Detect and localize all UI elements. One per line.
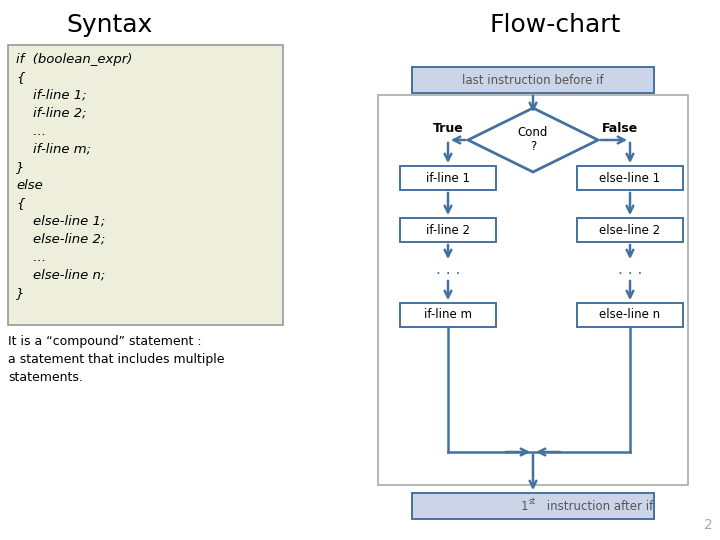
Text: if-line 1: if-line 1	[426, 172, 470, 185]
Text: . . .: . . .	[436, 262, 460, 278]
Text: if-line 2: if-line 2	[426, 224, 470, 237]
Text: Syntax: Syntax	[67, 13, 153, 37]
Text: else-line 2: else-line 2	[600, 224, 660, 237]
Text: if-line m: if-line m	[424, 308, 472, 321]
FancyBboxPatch shape	[8, 45, 283, 325]
Text: if  (boolean_expr)
{
    if-line 1;
    if-line 2;
    …
    if-line m;
}
else
{: if (boolean_expr) { if-line 1; if-line 2…	[16, 53, 132, 300]
Text: ?: ?	[530, 140, 536, 153]
Text: instruction after if: instruction after if	[543, 500, 653, 512]
FancyBboxPatch shape	[577, 303, 683, 327]
Text: 2: 2	[704, 518, 713, 532]
Text: . . .: . . .	[618, 262, 642, 278]
Text: last instruction before if: last instruction before if	[462, 73, 604, 86]
Text: else-line n: else-line n	[600, 308, 660, 321]
FancyBboxPatch shape	[412, 493, 654, 519]
FancyBboxPatch shape	[400, 166, 496, 190]
Text: True: True	[433, 122, 464, 134]
FancyBboxPatch shape	[577, 166, 683, 190]
FancyBboxPatch shape	[400, 303, 496, 327]
Text: False: False	[602, 122, 638, 134]
Text: It is a “compound” statement :
a statement that includes multiple
statements.: It is a “compound” statement : a stateme…	[8, 335, 225, 384]
FancyBboxPatch shape	[400, 218, 496, 242]
Text: else-line 1: else-line 1	[600, 172, 660, 185]
FancyBboxPatch shape	[577, 218, 683, 242]
FancyBboxPatch shape	[412, 67, 654, 93]
FancyBboxPatch shape	[378, 95, 688, 485]
Polygon shape	[468, 108, 598, 172]
Text: 1: 1	[521, 500, 528, 512]
Text: Flow-chart: Flow-chart	[490, 13, 621, 37]
Text: st: st	[529, 496, 536, 505]
Text: Cond: Cond	[518, 126, 548, 139]
